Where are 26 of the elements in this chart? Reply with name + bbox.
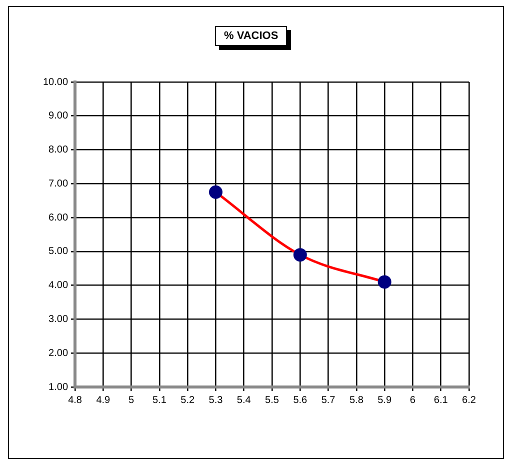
x-tick-label: 5.6 <box>293 394 308 406</box>
y-tick-label: 6.00 <box>48 212 68 224</box>
x-tick-label: 5.7 <box>321 394 336 406</box>
y-tick-label: 2.00 <box>48 348 68 359</box>
x-tick-label: 6.2 <box>462 394 476 406</box>
x-tick-label: 6.1 <box>434 394 448 406</box>
y-tick-label: 7.00 <box>48 178 68 190</box>
x-tick-label: 5.1 <box>152 394 167 406</box>
x-tick-label: 5 <box>128 394 135 406</box>
y-tick-label: 8.00 <box>48 144 68 156</box>
y-tick-label: 9.00 <box>48 110 68 122</box>
x-tick-label: 5.9 <box>378 394 392 406</box>
y-tick-label: 1.00 <box>48 382 68 393</box>
chart-title: % VACIOS <box>215 26 288 46</box>
x-tick-label: 5.8 <box>349 394 364 406</box>
y-tick-label: 5.00 <box>48 246 68 258</box>
y-tick-label: 3.00 <box>48 314 68 325</box>
x-tick-label: 5.3 <box>208 394 224 406</box>
y-tick-label: 4.00 <box>48 280 68 292</box>
x-tick-label: 5.5 <box>265 394 280 406</box>
x-tick-label: 4.8 <box>68 394 82 406</box>
x-tick-label: 4.9 <box>96 394 111 406</box>
x-tick-label: 5.2 <box>180 394 195 406</box>
x-tick-label: 6 <box>410 394 416 406</box>
x-tick-label: 5.4 <box>236 394 252 406</box>
y-tick-label: 10.00 <box>42 76 68 88</box>
